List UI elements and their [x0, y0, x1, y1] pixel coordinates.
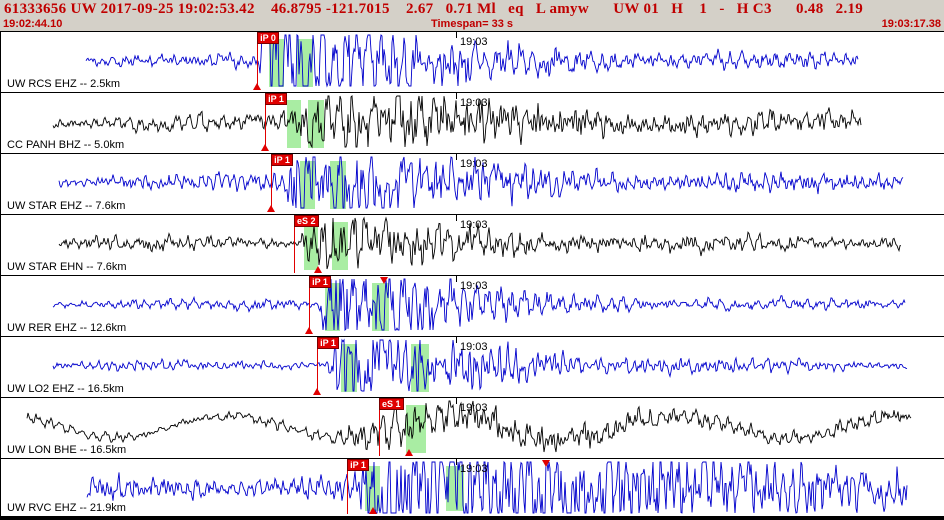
- pick-highlight-band: [446, 466, 464, 511]
- pick-time-line: [257, 43, 258, 90]
- channel-row[interactable]: 19:03 eS 1 UW LON BHE -- 16.5km: [1, 398, 944, 459]
- phase-pick-flag[interactable]: iP 1: [265, 93, 287, 105]
- channel-row[interactable]: 19:03 iP 0 UW RCS EHZ -- 2.5km: [1, 32, 944, 93]
- trace-panel: 19:03 iP 0 UW RCS EHZ -- 2.5km 19:03 iP 1 CC …: [0, 31, 944, 520]
- waveform-trace[interactable]: [1, 398, 944, 459]
- window-start-time: 19:02:44.10: [3, 18, 63, 30]
- minute-label: 19:03: [460, 402, 488, 414]
- event-header: 61333656 UW 2017-09-25 19:02:53.42 46.87…: [0, 0, 944, 31]
- minute-tick: [456, 459, 457, 465]
- channel-label: UW RCS EHZ -- 2.5km: [7, 78, 121, 90]
- minute-tick: [456, 154, 457, 160]
- pick-time-line: [347, 470, 348, 514]
- pick-marker[interactable]: [369, 507, 377, 514]
- minute-tick: [456, 398, 457, 404]
- phase-pick-flag[interactable]: iP 0: [257, 32, 279, 44]
- waveform-trace[interactable]: [1, 337, 944, 398]
- pick-marker[interactable]: [253, 83, 261, 90]
- channel-row[interactable]: 19:03 iP 1 UW RVC EHZ -- 21.9km: [1, 459, 944, 520]
- waveform-trace[interactable]: [1, 93, 944, 154]
- pick-marker[interactable]: [314, 266, 322, 273]
- pick-highlight-band: [287, 100, 301, 148]
- minute-tick: [456, 276, 457, 282]
- timespan-label: Timespan= 33 s: [430, 18, 514, 30]
- waveform-trace[interactable]: [1, 154, 944, 215]
- pick-marker[interactable]: [267, 205, 275, 212]
- pick-highlight-band: [365, 466, 380, 511]
- phase-pick-flag[interactable]: iP 1: [271, 154, 293, 166]
- pick-time-line: [265, 104, 266, 151]
- minute-label: 19:03: [460, 158, 488, 170]
- event-summary: 61333656 UW 2017-09-25 19:02:53.42 46.87…: [4, 1, 864, 17]
- pick-marker[interactable]: [405, 449, 413, 456]
- phase-pick-flag[interactable]: eS 1: [379, 398, 404, 410]
- minute-tick: [456, 215, 457, 221]
- waveform-trace[interactable]: [1, 459, 944, 520]
- minute-tick: [456, 337, 457, 343]
- channel-label: UW LON BHE -- 16.5km: [7, 444, 127, 456]
- channel-label: UW RVC EHZ -- 21.9km: [7, 502, 126, 514]
- waveform-trace[interactable]: [1, 276, 944, 337]
- pick-time-line: [317, 348, 318, 395]
- minute-label: 19:03: [460, 341, 488, 353]
- phase-pick-flag[interactable]: iP 1: [317, 337, 339, 349]
- channel-label: UW LO2 EHZ -- 16.5km: [7, 383, 124, 395]
- channel-row[interactable]: 19:03 iP 1 UW LO2 EHZ -- 16.5km: [1, 337, 944, 398]
- pick-highlight-band: [406, 405, 426, 453]
- minute-tick: [456, 32, 457, 38]
- channel-row[interactable]: 19:03 iP 1 UW STAR EHZ -- 7.6km: [1, 154, 944, 215]
- pick-time-line: [379, 409, 380, 456]
- channel-label: UW STAR EHZ -- 7.6km: [7, 200, 126, 212]
- channel-label: UW RER EHZ -- 12.6km: [7, 322, 127, 334]
- channel-row[interactable]: 19:03 eS 2 UW STAR EHN -- 7.6km: [1, 215, 944, 276]
- minute-label: 19:03: [460, 280, 488, 292]
- minute-label: 19:03: [460, 36, 488, 48]
- channel-label: UW STAR EHN -- 7.6km: [7, 261, 127, 273]
- pick-marker[interactable]: [380, 277, 388, 284]
- pick-time-line: [294, 226, 295, 273]
- pick-time-line: [309, 287, 310, 334]
- phase-pick-flag[interactable]: eS 2: [294, 215, 319, 227]
- pick-marker[interactable]: [542, 460, 550, 467]
- pick-time-line: [271, 165, 272, 212]
- time-bar: 19:02:44.10 Timespan= 33 s 19:03:17.38: [0, 18, 944, 30]
- phase-pick-flag[interactable]: iP 1: [347, 459, 369, 471]
- minute-label: 19:03: [460, 97, 488, 109]
- phase-pick-flag[interactable]: iP 1: [309, 276, 331, 288]
- pick-highlight-band: [297, 39, 313, 87]
- channel-row[interactable]: 19:03 iP 1 UW RER EHZ -- 12.6km: [1, 276, 944, 337]
- minute-label: 19:03: [460, 463, 488, 475]
- pick-marker[interactable]: [313, 388, 321, 395]
- pick-marker[interactable]: [261, 144, 269, 151]
- minute-label: 19:03: [460, 219, 488, 231]
- waveform-trace[interactable]: [1, 32, 944, 93]
- channel-label: CC PANH BHZ -- 5.0km: [7, 139, 125, 151]
- waveform-trace[interactable]: [1, 215, 944, 276]
- window-end-time: 19:03:17.38: [881, 18, 941, 30]
- pick-marker[interactable]: [305, 327, 313, 334]
- minute-tick: [456, 93, 457, 99]
- channel-row[interactable]: 19:03 iP 1 CC PANH BHZ -- 5.0km: [1, 93, 944, 154]
